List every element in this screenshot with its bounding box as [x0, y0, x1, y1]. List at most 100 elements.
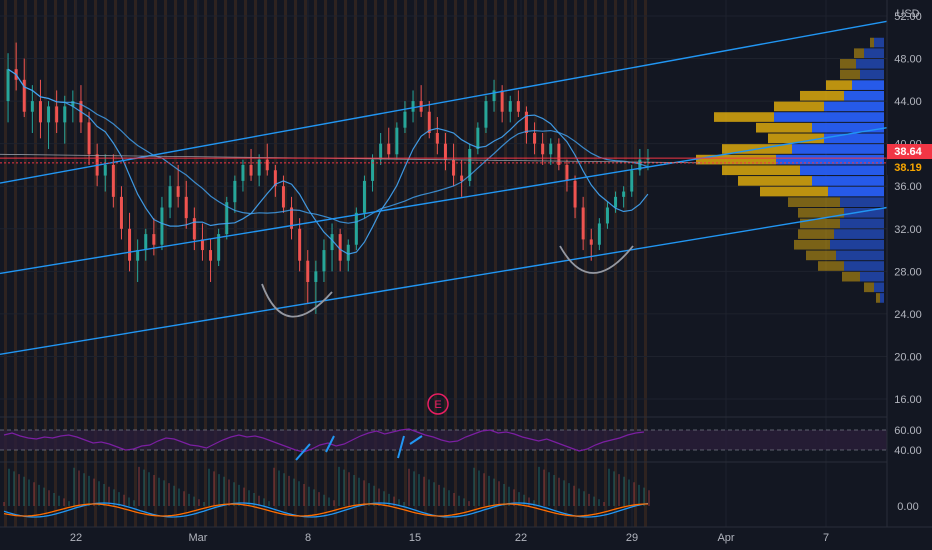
session-stripe — [504, 0, 507, 527]
candle-body — [63, 106, 67, 123]
session-stripe — [204, 0, 207, 527]
candle-body — [273, 170, 277, 187]
candle-body — [168, 186, 172, 208]
candle-body — [597, 223, 601, 245]
candle-body — [403, 111, 407, 128]
candle-body — [136, 250, 140, 261]
rsi-tick-label: 40.00 — [894, 445, 922, 457]
candle-body — [589, 239, 593, 245]
session-stripe — [424, 0, 427, 527]
session-stripe — [64, 0, 67, 527]
candle-body — [533, 133, 537, 144]
session-stripe — [624, 0, 627, 527]
candle-body — [476, 127, 480, 149]
trend-channel-lines[interactable] — [0, 20, 888, 356]
session-stripe — [284, 0, 287, 527]
candle-body — [6, 69, 10, 102]
volume-profile-sell-bar — [696, 154, 776, 165]
time-tick-label: Apr — [717, 532, 734, 544]
session-stripe — [404, 0, 407, 527]
candle-body — [371, 159, 375, 181]
session-stripe — [14, 0, 17, 527]
volume-profile-buy-bar — [844, 261, 884, 271]
candle-body — [362, 180, 366, 213]
volume-profile-buy-bar — [844, 90, 884, 101]
candle-body — [346, 244, 350, 261]
time-tick-label: 7 — [823, 532, 829, 544]
volume-profile-sell-bar — [756, 122, 812, 133]
volume-profile-buy-bar — [874, 37, 884, 48]
price-tick-label: 28.00 — [894, 266, 922, 278]
cup-pattern-drawings[interactable] — [261, 245, 634, 318]
volume-profile-buy-bar — [840, 218, 884, 229]
session-stripe — [454, 0, 457, 527]
currency-label[interactable]: USD — [896, 8, 919, 20]
session-stripe — [384, 0, 387, 527]
session-stripe — [394, 0, 397, 527]
session-stripe — [214, 0, 217, 527]
session-stripe — [584, 0, 587, 527]
rsi-pane[interactable] — [0, 428, 887, 461]
candle-body — [298, 228, 302, 261]
price-level-lines — [0, 157, 887, 164]
session-stripe — [54, 0, 57, 527]
moving-average-line — [7, 68, 649, 224]
candle-body — [30, 101, 34, 112]
time-axis[interactable]: 22 Mar 8 15 22 29 Apr 7 — [70, 532, 829, 544]
candle-body — [47, 106, 51, 123]
session-stripe — [124, 0, 127, 527]
time-tick-label: 22 — [515, 532, 527, 544]
session-stripe — [44, 0, 47, 527]
volume-profile-buy-bar — [880, 293, 884, 303]
volume-profile-buy-bar — [776, 154, 884, 165]
candle-body — [71, 101, 75, 107]
price-tick-label: 48.00 — [894, 54, 922, 66]
candle-body — [257, 159, 261, 176]
candle-body — [435, 133, 439, 144]
volume-profile-buy-bar — [830, 239, 884, 250]
session-stripe — [514, 0, 517, 527]
candle-body — [387, 143, 391, 155]
candle-body — [354, 212, 358, 245]
volume-profile-buy-bar — [828, 186, 884, 197]
candle-body — [225, 202, 229, 235]
cup-arc-left — [261, 283, 333, 318]
signal-line — [3, 503, 648, 517]
candle-body — [233, 180, 237, 203]
macd-tick-label: 0.00 — [897, 501, 918, 513]
earnings-marker[interactable]: E — [427, 393, 449, 415]
volume-profile-sell-bar — [840, 69, 860, 80]
session-stripe — [184, 0, 187, 527]
session-stripe — [164, 0, 167, 527]
rsi-tick-label: 60.00 — [894, 425, 922, 437]
rsi-divergence-mark — [409, 435, 423, 445]
macd-pane[interactable] — [3, 466, 650, 518]
session-stripe — [4, 0, 7, 527]
candle-body — [160, 207, 164, 245]
session-stripe — [534, 0, 537, 527]
session-stripe — [344, 0, 347, 527]
candle-body — [500, 90, 504, 112]
volume-profile-buy-bar — [844, 208, 884, 218]
session-stripe — [104, 0, 107, 527]
moving-average-lines — [7, 68, 649, 255]
price-axis[interactable] — [887, 0, 932, 550]
volume-profile-sell-bar — [870, 37, 874, 48]
candle-body — [209, 250, 213, 261]
session-stripe — [484, 0, 487, 527]
candle-body — [411, 101, 415, 112]
session-stripe — [174, 0, 177, 527]
candle-body — [241, 164, 245, 181]
moving-average-line — [7, 68, 649, 255]
price-tick-label: 20.00 — [894, 351, 922, 363]
trend-channel-line — [0, 127, 888, 275]
candle-body — [306, 260, 310, 282]
candle-body — [55, 106, 59, 123]
cup-arc-right — [559, 245, 634, 274]
volume-profile-buy-bar — [860, 271, 884, 282]
candle-body — [379, 143, 383, 160]
candle-body — [524, 111, 528, 134]
volume-profile-sell-bar — [788, 197, 840, 207]
